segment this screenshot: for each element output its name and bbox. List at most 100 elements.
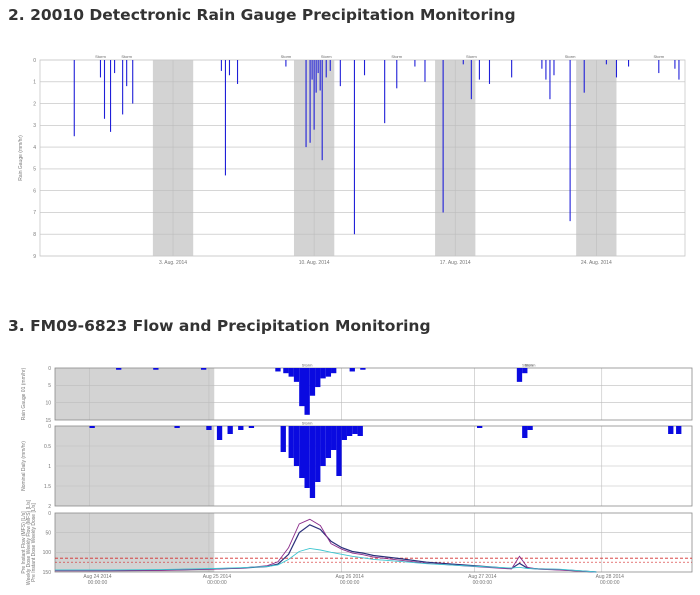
y-tick-label: 1 — [48, 464, 51, 470]
rain-bar — [206, 426, 212, 430]
y-axis-label: Weekly Dose Weekly Flow (MFS) [L/s] — [26, 499, 32, 585]
y-tick-label: 2 — [33, 101, 36, 107]
rain-bar — [200, 368, 207, 370]
y-tick-label: 4 — [33, 145, 36, 151]
weekend-shade — [55, 368, 215, 420]
x-tick-label: Aug 24 2014 — [83, 574, 112, 580]
rain-bar — [304, 368, 310, 415]
storm-annotation: Storm — [525, 363, 536, 368]
x-tick-label: 00:00:00 — [340, 580, 360, 586]
x-tick-label: 3. Aug. 2014 — [159, 260, 187, 266]
x-tick-label: Aug 25 2014 — [203, 574, 232, 580]
rain-bar — [288, 426, 294, 458]
rain-bar — [283, 368, 289, 374]
y-tick-label: 50 — [45, 530, 51, 536]
rain-bar — [477, 426, 483, 428]
y-tick-label: 3 — [33, 123, 36, 129]
x-tick-label: Aug 28 2014 — [596, 574, 625, 580]
x-tick-label: 17. Aug. 2014 — [440, 260, 471, 266]
storm-annotation: Storm — [466, 54, 477, 59]
y-tick-label: 0 — [48, 424, 51, 430]
y-tick-label: 100 — [43, 550, 52, 556]
rain-bar — [309, 426, 316, 498]
plot-border — [39, 59, 686, 257]
storm-annotation: Storm — [121, 54, 132, 59]
y-tick-label: 6 — [33, 188, 36, 194]
rain-bar — [336, 426, 342, 476]
storm-annotation: Storm — [302, 421, 313, 426]
y-tick-label: 15 — [45, 418, 51, 424]
rain-bar — [325, 426, 332, 458]
rain-bar — [293, 426, 300, 466]
weekend-shade — [55, 513, 215, 572]
rain-bar — [349, 368, 355, 372]
x-tick-label: Aug 27 2014 — [468, 574, 497, 580]
storm-annotation: Storm — [281, 54, 292, 59]
rain-bar — [331, 426, 337, 450]
rain-bar — [357, 426, 363, 436]
plot-border — [54, 367, 693, 421]
rain-bar — [320, 426, 326, 466]
rain-bar — [325, 368, 332, 377]
rain-bar — [238, 426, 244, 430]
rain-bar — [341, 426, 347, 440]
y-tick-label: 150 — [43, 570, 52, 576]
y-tick-label: 0.5 — [44, 444, 51, 450]
y-tick-label: 0 — [33, 58, 36, 64]
y-tick-label: 1.5 — [44, 484, 51, 490]
rain-bar — [174, 426, 180, 428]
storm-annotation: Storm — [95, 54, 106, 59]
rain-bar — [522, 426, 528, 438]
y-axis-label: Rain Gauge (mm/hr) — [18, 135, 24, 181]
x-tick-label: 00:00:00 — [207, 580, 227, 586]
plot-border — [54, 512, 693, 573]
y-tick-label: 2 — [48, 504, 51, 510]
rain-bar — [153, 368, 159, 370]
rain-bar — [527, 426, 533, 430]
section-2-heading: 2. 20010 Detectronic Rain Gauge Precipit… — [8, 6, 516, 24]
y-tick-label: 5 — [33, 167, 36, 173]
rain-bar — [89, 426, 95, 428]
y-tick-label: 1 — [33, 80, 36, 86]
storm-annotation: Storm — [391, 54, 402, 59]
rain-bar — [315, 368, 321, 388]
storm-annotation: Storm — [653, 54, 664, 59]
rain-bar — [309, 368, 316, 396]
section-3-heading: 3. FM09-6823 Flow and Precipitation Moni… — [8, 317, 431, 335]
x-tick-label: 00:00:00 — [600, 580, 620, 586]
y-tick-label: 9 — [33, 254, 36, 260]
rain-bar — [248, 426, 255, 428]
storm-annotation: Storm — [565, 54, 576, 59]
rain-bar — [293, 368, 300, 382]
rain-bar — [352, 426, 358, 434]
rain-bar — [299, 426, 305, 478]
rain-bar — [315, 426, 321, 482]
rain-bar — [299, 368, 305, 407]
rain-bar — [116, 368, 122, 370]
rain-bar — [320, 368, 326, 379]
rain-bar — [227, 426, 233, 434]
rain-bar — [280, 426, 286, 452]
storm-annotation: Storm — [302, 363, 313, 368]
flow-series-line — [55, 547, 597, 573]
y-axis-label: Pre Instant Dose Weekly Dose [L/s] — [31, 502, 37, 581]
x-tick-label: 00:00:00 — [473, 580, 493, 586]
rain-bar — [360, 368, 366, 370]
x-tick-label: 10. Aug. 2014 — [299, 260, 330, 266]
rain-bar — [216, 426, 223, 440]
x-tick-label: 00:00:00 — [88, 580, 108, 586]
y-tick-label: 7 — [33, 210, 36, 216]
y-tick-label: 8 — [33, 232, 36, 238]
rain-bar — [668, 426, 674, 434]
y-tick-label: 10 — [45, 400, 51, 406]
rain-bar — [522, 368, 528, 374]
y-axis-label: Rain Gauge 01 (mm/hr) — [21, 367, 27, 420]
rain-bar — [304, 426, 310, 488]
storm-annotation: Storm — [522, 363, 533, 368]
y-tick-label: 0 — [48, 511, 51, 517]
rain-bar — [275, 368, 281, 372]
rain-bar — [288, 368, 294, 377]
x-tick-label: 24. Aug. 2014 — [581, 260, 612, 266]
rain-bar — [516, 368, 523, 382]
